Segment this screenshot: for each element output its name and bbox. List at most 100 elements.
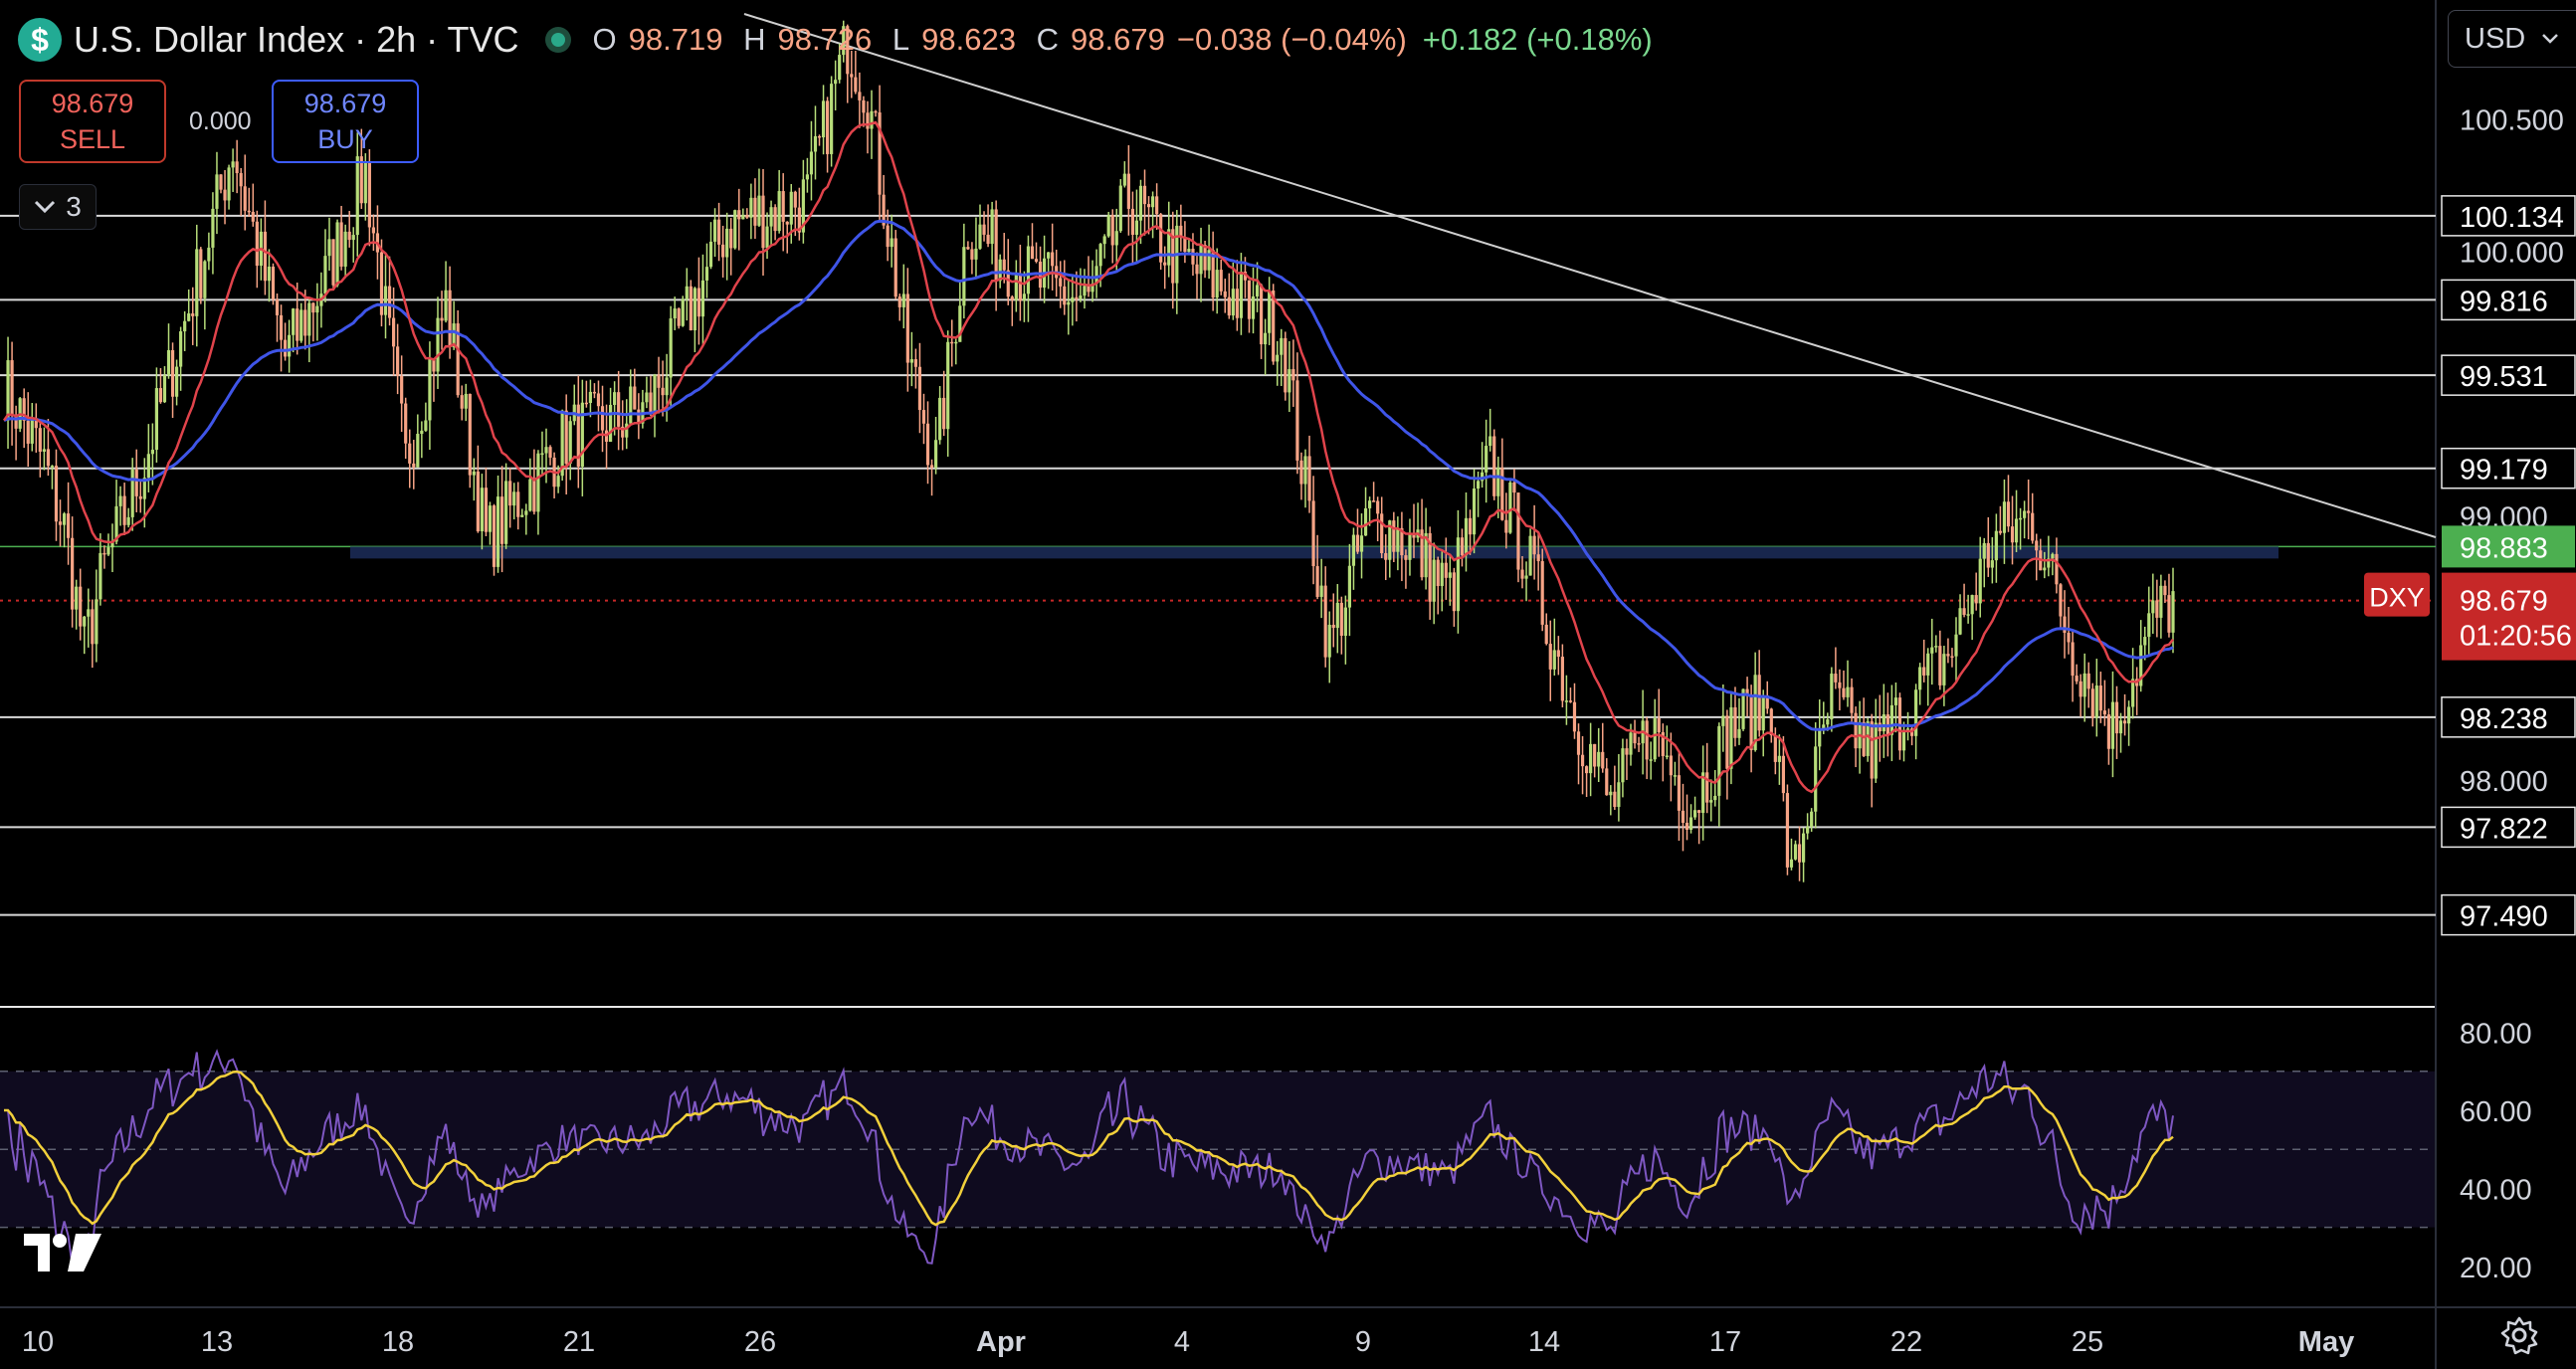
candle [608, 404, 613, 443]
candle [1633, 732, 1637, 744]
trend-line [743, 13, 2437, 538]
candle [1303, 456, 1307, 485]
candle [2118, 720, 2123, 734]
time-axis-label: 22 [1890, 1326, 1922, 1358]
candle [2082, 673, 2086, 697]
candle [1649, 759, 1653, 761]
candle [235, 161, 239, 173]
candle [1288, 369, 1291, 393]
candle [613, 392, 617, 405]
candle [1400, 527, 1404, 556]
candle [2147, 613, 2151, 638]
candle [255, 221, 259, 267]
candle [456, 323, 460, 396]
candle [1749, 694, 1753, 750]
time-axis-label: 10 [22, 1326, 54, 1358]
candle [700, 280, 705, 317]
candle [1540, 561, 1544, 625]
candle [1713, 795, 1717, 801]
candle [1994, 530, 1998, 561]
candle [1122, 173, 1126, 186]
candle [158, 388, 163, 403]
market-status-icon[interactable] [544, 27, 571, 53]
sell-label: SELL [59, 124, 126, 154]
candle [1810, 811, 1814, 827]
candle [404, 403, 408, 444]
level-tag [2441, 893, 2576, 936]
candle [821, 100, 826, 138]
candle [396, 346, 400, 376]
green-level-label: 98.883 [2460, 532, 2548, 564]
candle [1613, 791, 1617, 808]
candle [1488, 436, 1492, 447]
candle [970, 249, 974, 260]
candle [508, 481, 512, 506]
candle [379, 252, 384, 315]
candle [432, 358, 436, 372]
candle [87, 609, 91, 617]
candle [1757, 675, 1761, 731]
currency-label: USD [2465, 22, 2526, 55]
candle [170, 349, 175, 397]
sell-button[interactable]: 98.679 SELL [19, 80, 166, 163]
candle [1472, 489, 1477, 535]
candle [50, 466, 55, 468]
candle [1814, 746, 1818, 812]
candle [436, 317, 440, 372]
candle [1331, 624, 1335, 629]
candle [729, 228, 733, 249]
candle [38, 428, 42, 452]
candle [1697, 810, 1701, 814]
candle [279, 314, 284, 340]
candle [367, 161, 371, 228]
candle [516, 491, 520, 517]
candle [1934, 646, 1938, 648]
candle [978, 224, 982, 249]
candle [444, 290, 448, 321]
time-axis-label: 9 [1355, 1326, 1371, 1358]
candle [203, 261, 207, 298]
candle [207, 247, 211, 262]
candle [568, 421, 572, 465]
candle [2110, 701, 2115, 749]
candle [1235, 289, 1239, 318]
currency-select[interactable]: USD [2448, 10, 2576, 68]
candle [1717, 725, 1721, 796]
candle [1850, 686, 1854, 713]
candle [1761, 695, 1765, 731]
candle [42, 449, 46, 452]
gear-icon[interactable] [2499, 1315, 2539, 1355]
candle [323, 256, 327, 294]
candle [870, 110, 874, 129]
candle [2086, 673, 2090, 689]
candle [472, 471, 476, 476]
candle [195, 249, 199, 316]
candle [2155, 600, 2159, 618]
indicators-toggle-button[interactable]: 3 [19, 184, 97, 230]
sell-price: 98.679 [51, 89, 134, 118]
candle [1034, 259, 1039, 262]
candle [925, 423, 930, 466]
candle [1295, 380, 1299, 461]
candle [492, 505, 496, 567]
candle [556, 476, 560, 488]
tradingview-logo-icon[interactable] [24, 1232, 103, 1275]
chart-legend: $ U.S. Dollar Index · 2h · TVC O 98.719 H… [18, 14, 1653, 66]
candle [464, 393, 468, 409]
candle [1576, 731, 1581, 755]
candle [267, 267, 272, 282]
candle [263, 231, 268, 282]
candle [476, 471, 480, 532]
candle [2027, 510, 2031, 513]
candle [842, 26, 846, 56]
buy-button[interactable]: 98.679 BUY [272, 80, 419, 163]
candle [793, 191, 797, 208]
candle [950, 341, 954, 344]
candle [1315, 566, 1319, 597]
candle [901, 293, 905, 307]
symbol-title[interactable]: U.S. Dollar Index · 2h · TVC [74, 19, 519, 60]
candle [1211, 250, 1215, 298]
candle [66, 513, 71, 538]
candle [685, 286, 689, 299]
